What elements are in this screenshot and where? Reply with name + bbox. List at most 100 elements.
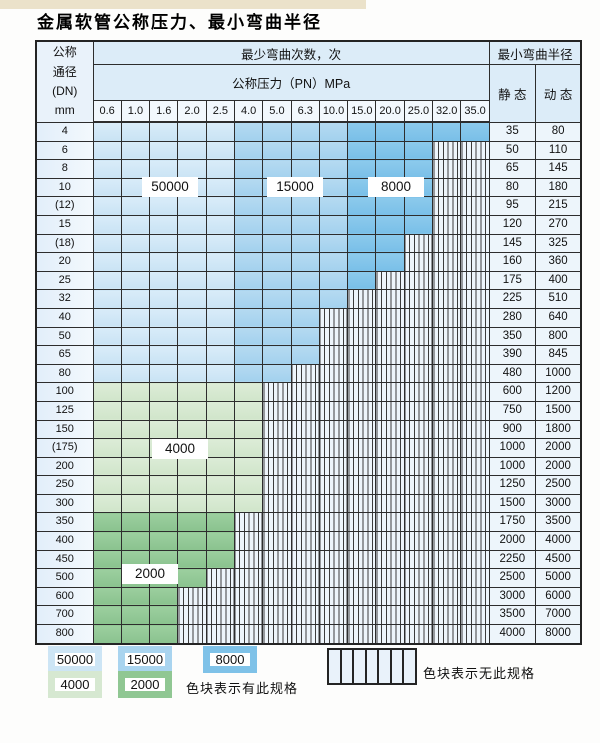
dynamic-cell: 180 <box>534 177 582 198</box>
spec-cell <box>120 233 151 254</box>
no-spec-cell <box>318 456 349 477</box>
spec-cell <box>149 624 179 645</box>
spec-cell <box>318 214 349 235</box>
spec-cell <box>177 400 207 421</box>
spec-cell <box>149 289 179 309</box>
legend-swatch-50000: 50000 <box>48 646 102 673</box>
static-cell: 175 <box>488 270 536 291</box>
spec-cell <box>262 307 292 328</box>
static-cell: 65 <box>488 159 536 179</box>
dn-cell: 50 <box>35 326 94 347</box>
spec-cell <box>120 159 151 179</box>
spec-cell <box>347 140 377 161</box>
header-bend-times: 最少弯曲次数，次 <box>92 40 490 65</box>
spec-cell <box>92 624 122 645</box>
dn-cell: 65 <box>35 345 94 365</box>
no-spec-cell <box>403 531 434 551</box>
spec-cell <box>233 159 264 179</box>
dn-cell: 400 <box>35 531 94 551</box>
band-label-8000: 8000 <box>368 177 424 197</box>
spec-cell <box>205 177 235 198</box>
no-spec-cell <box>403 586 434 607</box>
spec-cell <box>262 289 292 309</box>
static-cell: 600 <box>488 382 536 402</box>
dn-cell: 250 <box>35 475 94 495</box>
spec-cell <box>347 121 377 142</box>
spec-cell <box>347 159 377 179</box>
no-spec-cell <box>375 400 405 421</box>
no-spec-cell <box>460 140 490 161</box>
no-spec-cell <box>460 326 490 347</box>
spec-cell <box>149 531 179 551</box>
header-pressure-mpa: 公称压力（PN）MPa <box>92 64 490 101</box>
header-static: 静 态 <box>488 64 536 123</box>
legend-note-none: 色块表示无此规格 <box>423 666 536 681</box>
spec-cell <box>177 568 207 588</box>
dynamic-cell: 640 <box>534 307 582 328</box>
dynamic-cell: 110 <box>534 140 582 161</box>
no-spec-cell <box>262 438 292 458</box>
no-spec-cell <box>347 475 377 495</box>
spec-cell <box>205 419 235 440</box>
table-row: 80 480 1000 <box>35 363 582 384</box>
no-spec-cell <box>403 233 434 254</box>
no-spec-cell <box>432 345 462 365</box>
spec-cell <box>92 493 122 514</box>
band-label-4000: 4000 <box>152 439 208 459</box>
static-cell: 145 <box>488 233 536 254</box>
spec-cell <box>120 438 151 458</box>
spec-cell <box>233 121 264 142</box>
table-row: 150 900 1800 <box>35 419 582 440</box>
table-row: 250 1250 2500 <box>35 475 582 495</box>
static-cell: 120 <box>488 214 536 235</box>
spec-cell <box>347 214 377 235</box>
spec-cell <box>290 196 320 216</box>
static-cell: 1000 <box>488 456 536 477</box>
spec-cell <box>233 214 264 235</box>
spec-cell <box>177 159 207 179</box>
spec-table: 公称 通径 (DN) mm 最少弯曲次数，次 最小弯曲半径 公称压力（PN）MPa 静 态动 … <box>35 40 583 645</box>
legend-hatch-cell <box>404 650 416 683</box>
table-row: 500 2500 5000 <box>35 568 582 588</box>
no-spec-cell <box>432 586 462 607</box>
spec-cell <box>233 233 264 254</box>
table-row: 65 390 845 <box>35 345 582 365</box>
no-spec-cell <box>375 531 405 551</box>
table-row: 6 50 110 <box>35 140 582 161</box>
header-dn-line: 公称 <box>52 45 77 60</box>
no-spec-cell <box>290 382 320 402</box>
spec-cell <box>205 382 235 402</box>
no-spec-cell <box>403 624 434 645</box>
spec-cell <box>92 531 122 551</box>
table-row: 40 280 640 <box>35 307 582 328</box>
dynamic-cell: 3000 <box>534 493 582 514</box>
spec-cell <box>92 252 122 272</box>
spec-cell <box>120 531 151 551</box>
no-spec-cell <box>318 493 349 514</box>
no-spec-cell <box>347 307 377 328</box>
dn-cell: 125 <box>35 400 94 421</box>
no-spec-cell <box>403 475 434 495</box>
spec-cell <box>347 270 377 291</box>
dynamic-cell: 2000 <box>534 456 582 477</box>
spec-cell <box>120 624 151 645</box>
pressure-tick: 4.0 <box>233 100 264 123</box>
no-spec-cell <box>375 568 405 588</box>
spec-cell <box>92 382 122 402</box>
no-spec-cell <box>347 326 377 347</box>
spec-cell <box>290 214 320 235</box>
spec-cell <box>233 456 264 477</box>
no-spec-cell <box>403 345 434 365</box>
dn-cell: 15 <box>35 214 94 235</box>
no-spec-cell <box>290 586 320 607</box>
no-spec-cell <box>233 549 264 570</box>
spec-cell <box>318 196 349 216</box>
spec-cell <box>177 531 207 551</box>
dynamic-cell: 7000 <box>534 605 582 626</box>
spec-cell <box>149 512 179 533</box>
pressure-tick: 10.0 <box>318 100 349 123</box>
spec-cell <box>120 289 151 309</box>
no-spec-cell <box>375 475 405 495</box>
no-spec-cell <box>403 419 434 440</box>
no-spec-cell <box>233 624 264 645</box>
